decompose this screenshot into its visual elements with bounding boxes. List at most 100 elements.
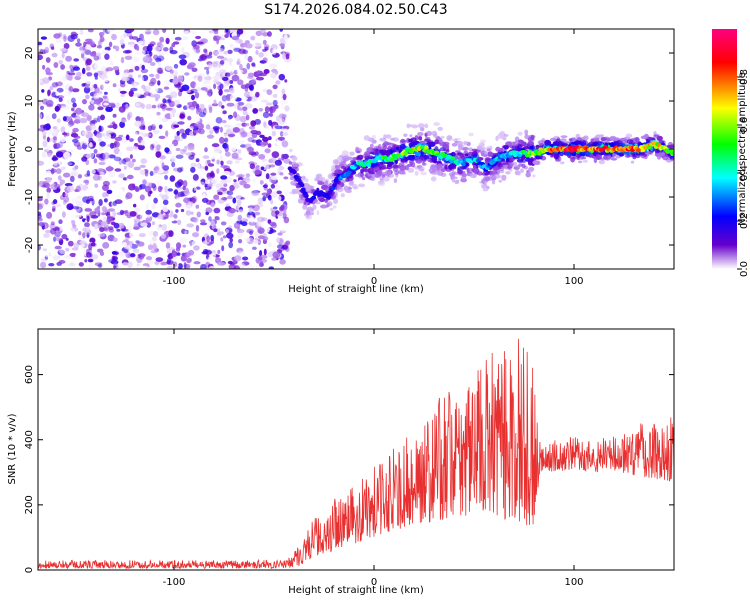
heatmap-cell [262, 184, 268, 188]
heatmap-cell [278, 73, 286, 81]
heatmap-cell [38, 41, 43, 46]
heatmap-cell [399, 165, 406, 171]
heatmap-cell [40, 258, 48, 262]
heatmap-cell [172, 77, 179, 85]
heatmap-cell [228, 207, 237, 214]
heatmap-cell [87, 258, 94, 263]
heatmap-cell [121, 72, 130, 76]
heatmap-cell [125, 251, 131, 259]
heatmap-cell [196, 163, 201, 171]
heatmap-cell [148, 81, 155, 87]
heatmap-cell [157, 67, 163, 74]
heatmap-cell [179, 128, 185, 134]
heatmap-cell [408, 138, 413, 143]
heatmap-cell [121, 228, 129, 232]
heatmap-cell [176, 103, 182, 108]
heatmap-cell [509, 161, 518, 166]
heatmap-cell [254, 230, 259, 238]
heatmap-cell [136, 46, 140, 51]
heatmap-cell [198, 181, 206, 189]
heatmap-cell [84, 188, 90, 193]
heatmap-cell [216, 55, 225, 59]
heatmap-cell [187, 201, 194, 206]
heatmap-cell [302, 204, 308, 210]
heatmap-cell [165, 65, 173, 71]
heatmap-cell [572, 156, 578, 160]
heatmap-cell [281, 153, 285, 161]
heatmap-cell [154, 93, 161, 100]
heatmap-cell [156, 111, 161, 116]
heatmap-cell [356, 150, 361, 154]
heatmap-cell [135, 116, 141, 122]
heatmap-cell [60, 64, 65, 70]
colorbar-tick-label: 0.4 [739, 165, 750, 181]
heatmap-cell [463, 141, 469, 145]
heatmap-cell [230, 29, 238, 33]
heatmap-cell [75, 253, 79, 259]
heatmap-cell [468, 151, 474, 156]
heatmap-cell [66, 162, 73, 166]
heatmap-cell [112, 83, 117, 88]
heatmap-cell [289, 177, 296, 181]
heatmap-cell [43, 233, 50, 238]
heatmap-cell [164, 175, 169, 180]
heatmap-cell [224, 137, 229, 143]
heatmap-cell [84, 222, 90, 228]
heatmap-cell [215, 117, 223, 124]
heatmap-cell [262, 195, 267, 202]
heatmap-cell [262, 136, 269, 142]
heatmap-cell [103, 77, 109, 83]
heatmap-cell [144, 170, 149, 177]
heatmap-cell [195, 35, 202, 40]
heatmap-cell [155, 257, 164, 262]
heatmap-cell [92, 174, 100, 181]
heatmap-cell [141, 84, 146, 90]
heatmap-cell [352, 183, 358, 190]
heatmap-cell [159, 36, 165, 43]
heatmap-cell [188, 249, 195, 256]
heatmap-cell [42, 248, 48, 252]
heatmap-cell [132, 158, 136, 163]
heatmap-cell [630, 160, 635, 164]
heatmap-cell [162, 29, 167, 33]
heatmap-cell [240, 96, 248, 101]
heatmap-cell [55, 142, 64, 149]
heatmap-cell [341, 155, 349, 161]
heatmap-cell [277, 118, 286, 125]
heatmap-cell [177, 263, 183, 269]
heatmap-cell [38, 160, 45, 166]
heatmap-cell [93, 83, 98, 89]
colorbar-tick-label: 0.0 [739, 261, 750, 277]
heatmap-cell [99, 141, 106, 147]
heatmap-cell [239, 140, 245, 145]
heatmap-cell [389, 149, 393, 155]
snr-panel: -100 0 100 0 200 400 600 Height of straight li… [7, 328, 675, 596]
heatmap-cell [430, 163, 438, 168]
heatmap-cell [257, 70, 261, 75]
heatmap-cell [128, 43, 135, 48]
heatmap-cell [226, 195, 233, 200]
heatmap-cell [274, 70, 279, 75]
heatmap-cell [51, 82, 59, 88]
heatmap-cell [228, 241, 234, 249]
heatmap-cell [577, 160, 583, 164]
heatmap-cell [183, 262, 187, 269]
heatmap-cell [81, 73, 88, 78]
heatmap-cell [568, 138, 573, 142]
heatmap-cell [220, 237, 224, 242]
heatmap-cell [45, 145, 51, 152]
heatmap-ridge-cell [326, 195, 331, 200]
heatmap-cell [233, 222, 241, 229]
heatmap-cell [75, 200, 83, 207]
heatmap-cell [346, 190, 352, 193]
heatmap-cell [281, 140, 289, 148]
heatmap-cell [168, 150, 172, 155]
heatmap-cell [165, 242, 171, 249]
heatmap-cell [118, 173, 126, 179]
heatmap-cell [270, 198, 274, 205]
heatmap-cell [255, 50, 259, 55]
heatmap-cell [198, 111, 206, 118]
heatmap-cell [255, 130, 262, 136]
heatmap-cell [237, 232, 243, 239]
